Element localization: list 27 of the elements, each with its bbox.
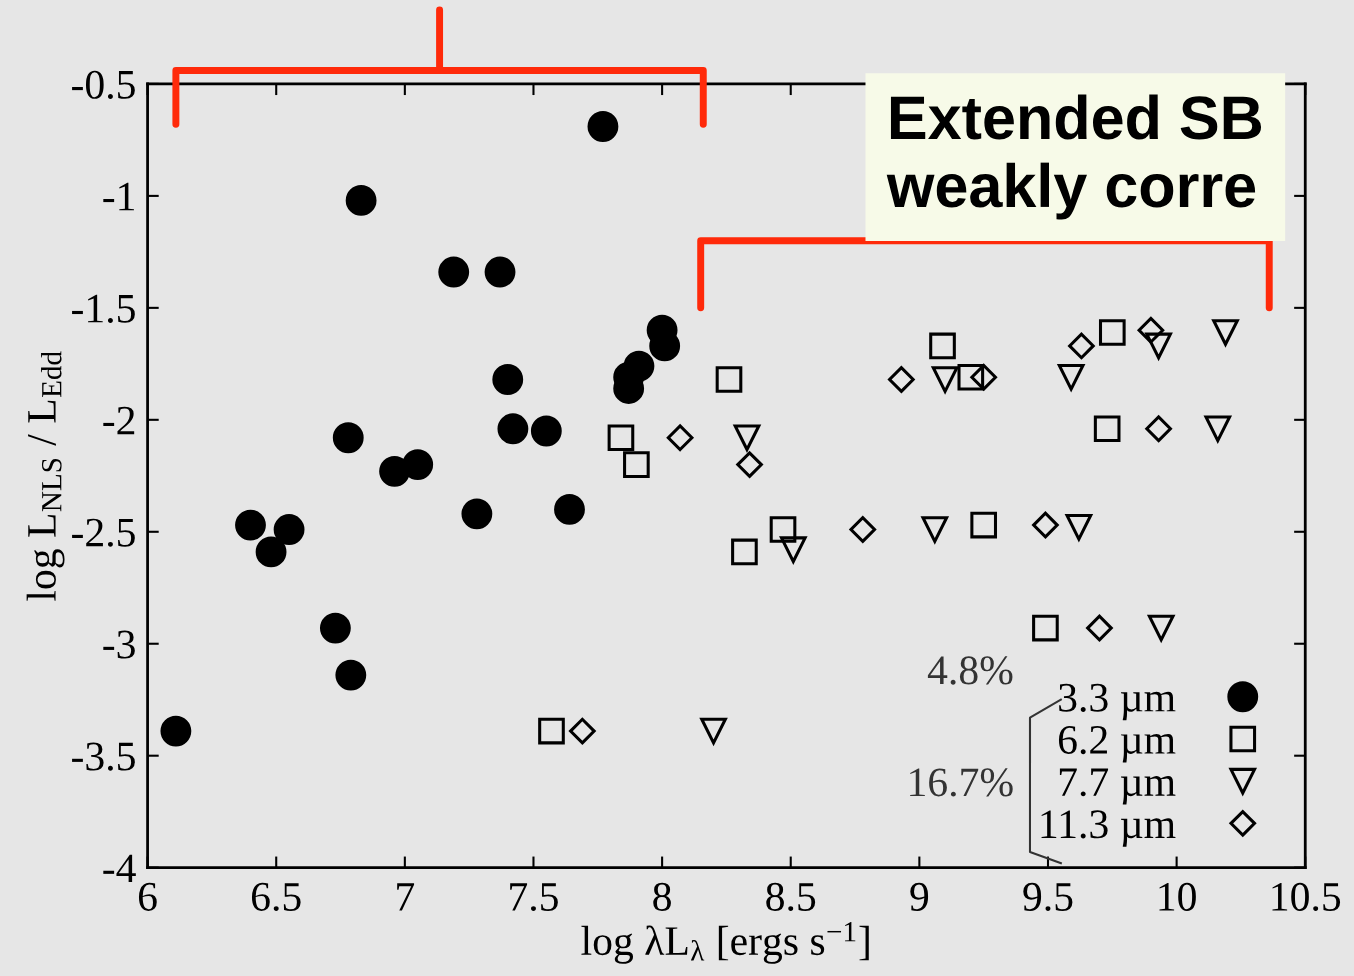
x-tick-label: 9.5 [1023,882,1073,912]
x-tick-label: 10 [1159,882,1196,911]
x-tick-label: 7.5 [510,883,558,912]
y-tick-label: -3.5 [72,742,135,771]
y-axis-title: log L$_{NLS}$ / L$_{Edd}$ [26,351,65,601]
y-tick-label: -2 [103,406,135,435]
y-tick-label: -1 [103,182,134,211]
legend-label: 3.3 µm [1059,683,1176,721]
annotation: 4.8% [927,656,1013,685]
y-tick-label: -1.5 [72,294,135,323]
annotation: 16.7% [910,768,1013,797]
x-tick-label: 7 [397,883,415,911]
y-tick-label: -4 [103,854,136,883]
x-tick-label: 8.5 [766,882,816,912]
legend-label: 11.3 µm [1041,810,1176,847]
x-tick-label: 8 [653,882,671,911]
x-tick-label: 6 [138,882,157,911]
y-tick-label: -0.5 [72,70,135,99]
legend-label: 7.7 µm [1059,768,1176,805]
x-axis-title: log λL$_{λ}$ [ergs s$^{−1}$] [581,922,869,964]
x-tick-label: 10.5 [1272,882,1341,912]
y-tick-label: -3 [103,630,135,659]
y-tick-label: -2.5 [72,518,135,547]
annotation: Extended SB weakly corre [886,94,1262,220]
x-tick-label: 9 [910,882,929,911]
x-tick-label: 6.5 [251,882,301,912]
legend-label: 6.2 µm [1058,725,1176,763]
